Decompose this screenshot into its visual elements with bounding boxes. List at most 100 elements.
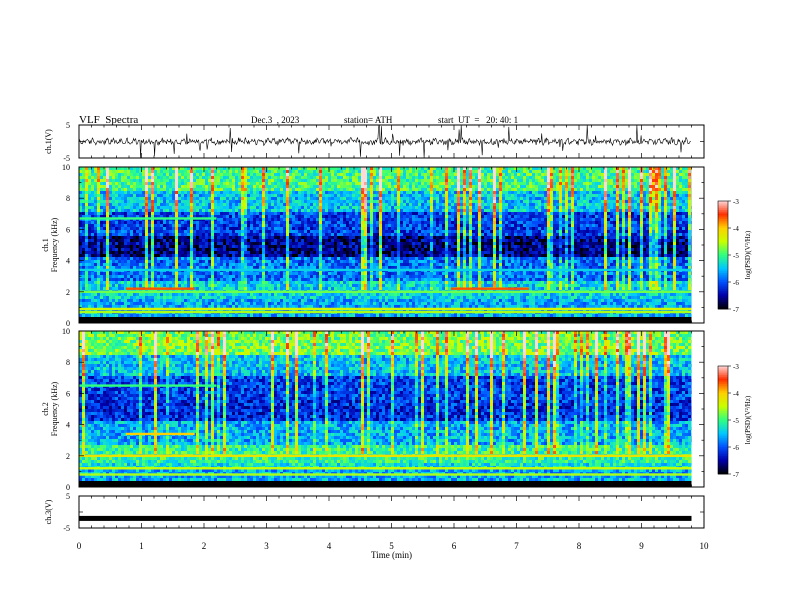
spectrogram-cell — [169, 227, 172, 230]
spectrogram-cell — [184, 254, 187, 257]
spectrogram-cell — [187, 194, 190, 197]
spectrogram-cell — [127, 281, 130, 284]
spectrogram-cell — [193, 263, 196, 266]
spectrogram-cell — [220, 206, 223, 209]
spectrogram-cell — [253, 185, 256, 188]
spectrogram-cell — [277, 224, 280, 227]
spectrogram-cell — [250, 215, 253, 218]
spectrogram-cell — [94, 188, 97, 191]
spectrogram-cell — [205, 266, 208, 269]
spectrogram-cell — [340, 179, 343, 182]
spectrogram-cell — [322, 314, 325, 317]
spectrogram-cell — [106, 242, 109, 245]
spectrogram-cell — [277, 278, 280, 281]
spectrogram-cell — [109, 272, 112, 275]
spectrogram-cell — [331, 209, 334, 212]
spectrogram-cell — [346, 254, 349, 257]
spectrogram-cell — [208, 281, 211, 284]
spectrogram-cell — [112, 227, 115, 230]
spectrogram-cell — [358, 284, 361, 287]
spectrogram-cell — [286, 242, 289, 245]
spectrogram-cell — [196, 185, 199, 188]
spectrogram-cell — [139, 242, 142, 245]
spectrogram-cell — [277, 227, 280, 230]
spectrogram-cell — [139, 305, 142, 308]
spectrogram-cell — [220, 203, 223, 206]
spectrogram-cell — [247, 251, 250, 254]
spectrogram-cell — [259, 224, 262, 227]
spectrogram-cell — [343, 263, 346, 266]
spectrogram-cell — [217, 239, 220, 242]
spectrogram-cell — [196, 260, 199, 263]
spectrogram-cell — [232, 173, 235, 176]
spectrogram-cell — [139, 314, 142, 317]
spectrogram-cell — [271, 209, 274, 212]
spectrogram-cell — [295, 248, 298, 251]
spectrogram-cell — [172, 278, 175, 281]
spectrogram-cell — [244, 299, 247, 302]
spectrogram-cell — [91, 176, 94, 179]
spectrogram-cell — [298, 224, 301, 227]
spectrogram-cell — [88, 200, 91, 203]
spectrogram-cell — [319, 242, 322, 245]
spectrogram-cell — [358, 194, 361, 197]
spectrogram-cell — [301, 236, 304, 239]
spectrogram-cell — [334, 203, 337, 206]
spectrogram-cell — [208, 188, 211, 191]
spectrogram-cell — [148, 170, 151, 173]
spectrogram-cell — [220, 248, 223, 251]
spectrogram-cell — [232, 203, 235, 206]
spectrogram-cell — [106, 170, 109, 173]
spectrogram-cell — [106, 254, 109, 257]
spectrogram-cell — [316, 203, 319, 206]
spectrogram-cell — [85, 185, 88, 188]
spectrogram-cell — [85, 296, 88, 299]
spectrogram-cell — [94, 257, 97, 260]
spectrogram-cell — [136, 314, 139, 317]
spectrogram-cell — [139, 191, 142, 194]
spectrogram-cell — [88, 203, 91, 206]
spectrogram-cell — [142, 245, 145, 248]
spectrogram-cell — [145, 230, 148, 233]
spectrogram-cell — [292, 173, 295, 176]
spectrogram-cell — [130, 302, 133, 305]
spectrogram-cell — [343, 299, 346, 302]
spectrogram-cell — [190, 254, 193, 257]
spectrogram-cell — [325, 260, 328, 263]
spectrogram-cell — [154, 230, 157, 233]
spectrogram-cell — [214, 302, 217, 305]
spectrogram-cell — [355, 299, 358, 302]
spectrogram-cell — [241, 245, 244, 248]
spectrogram-cell — [328, 242, 331, 245]
spectrogram-cell — [166, 302, 169, 305]
spectrogram-cell — [259, 197, 262, 200]
spectrogram-cell — [196, 236, 199, 239]
spectrogram-cell — [313, 215, 316, 218]
spectrogram-cell — [142, 191, 145, 194]
spectrogram-cell — [193, 254, 196, 257]
spectrogram-cell — [100, 206, 103, 209]
spectrogram-cell — [211, 185, 214, 188]
spectrogram-cell — [340, 203, 343, 206]
spectrogram-cell — [304, 227, 307, 230]
spectrogram-cell — [241, 233, 244, 236]
spectrogram-cell — [205, 170, 208, 173]
spectrogram-cell — [331, 230, 334, 233]
spectrogram-cell — [223, 206, 226, 209]
spectrogram-cell — [310, 206, 313, 209]
spectrogram-cell — [196, 224, 199, 227]
spectrogram-cell — [202, 278, 205, 281]
spectrogram-cell — [124, 242, 127, 245]
spectrogram-cell — [352, 314, 355, 317]
spectrogram-cell — [277, 236, 280, 239]
spectrogram-cell — [100, 299, 103, 302]
spectrogram-cell — [289, 224, 292, 227]
spectrogram-cell — [106, 302, 109, 305]
spectrogram-cell — [124, 248, 127, 251]
spectrogram-cell — [253, 206, 256, 209]
spectrogram-cell — [268, 209, 271, 212]
spectrogram-cell — [193, 260, 196, 263]
spectrogram-cell — [205, 257, 208, 260]
spectrogram-cell — [334, 233, 337, 236]
spectrogram-cell — [223, 299, 226, 302]
